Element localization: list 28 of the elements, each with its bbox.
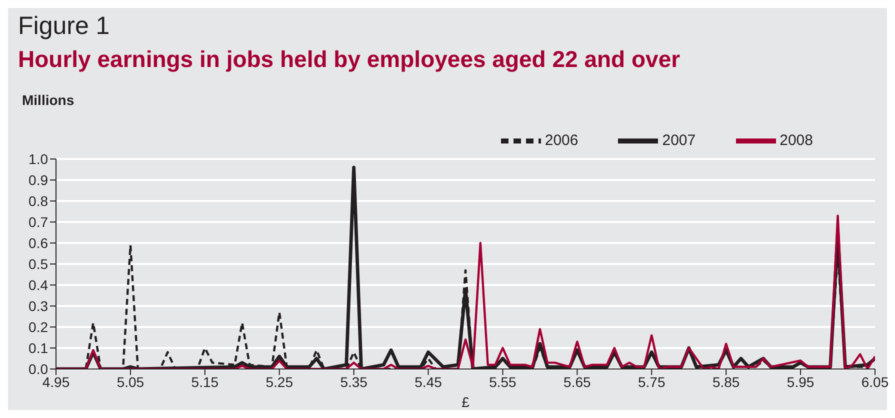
x-axis-title: £ [462, 394, 470, 410]
y-axis-title: Millions [22, 92, 74, 108]
y-tick-label: 0.9 [28, 172, 48, 188]
y-tick-label: 0.3 [28, 298, 48, 314]
x-tick-label: 5.05 [116, 374, 144, 390]
y-tick-label: 0.2 [28, 318, 48, 335]
x-tick-label: 6.05 [861, 374, 889, 390]
x-tick-label: 5.15 [191, 374, 219, 390]
x-tick-label: 5.25 [266, 374, 294, 390]
y-tick-label: 0.8 [28, 192, 48, 209]
x-tick-label: 5.85 [712, 374, 740, 390]
x-tick-label: 5.55 [489, 374, 517, 390]
chart-title: Figure 1 [18, 12, 110, 41]
y-tick-label: 0.4 [28, 276, 48, 293]
y-tick-label: 0.7 [28, 214, 48, 230]
y-tick-label: 0.1 [28, 340, 48, 356]
legend-label: 2007 [662, 132, 696, 149]
x-tick-label: 5.75 [638, 374, 666, 390]
x-tick-label: 5.95 [786, 374, 814, 390]
x-tick-label: 5.65 [564, 374, 592, 390]
y-tick-label: 1.0 [28, 150, 48, 167]
y-tick-label: 0.6 [28, 234, 48, 251]
x-tick-label: 5.45 [414, 374, 442, 390]
legend-label: 2008 [780, 132, 813, 149]
chart-subtitle: Hourly earnings in jobs held by employees aged 22 and over [18, 46, 680, 73]
legend-label: 2006 [544, 132, 578, 149]
y-tick-label: 0.5 [28, 256, 48, 272]
x-tick-label: 5.35 [340, 374, 368, 390]
